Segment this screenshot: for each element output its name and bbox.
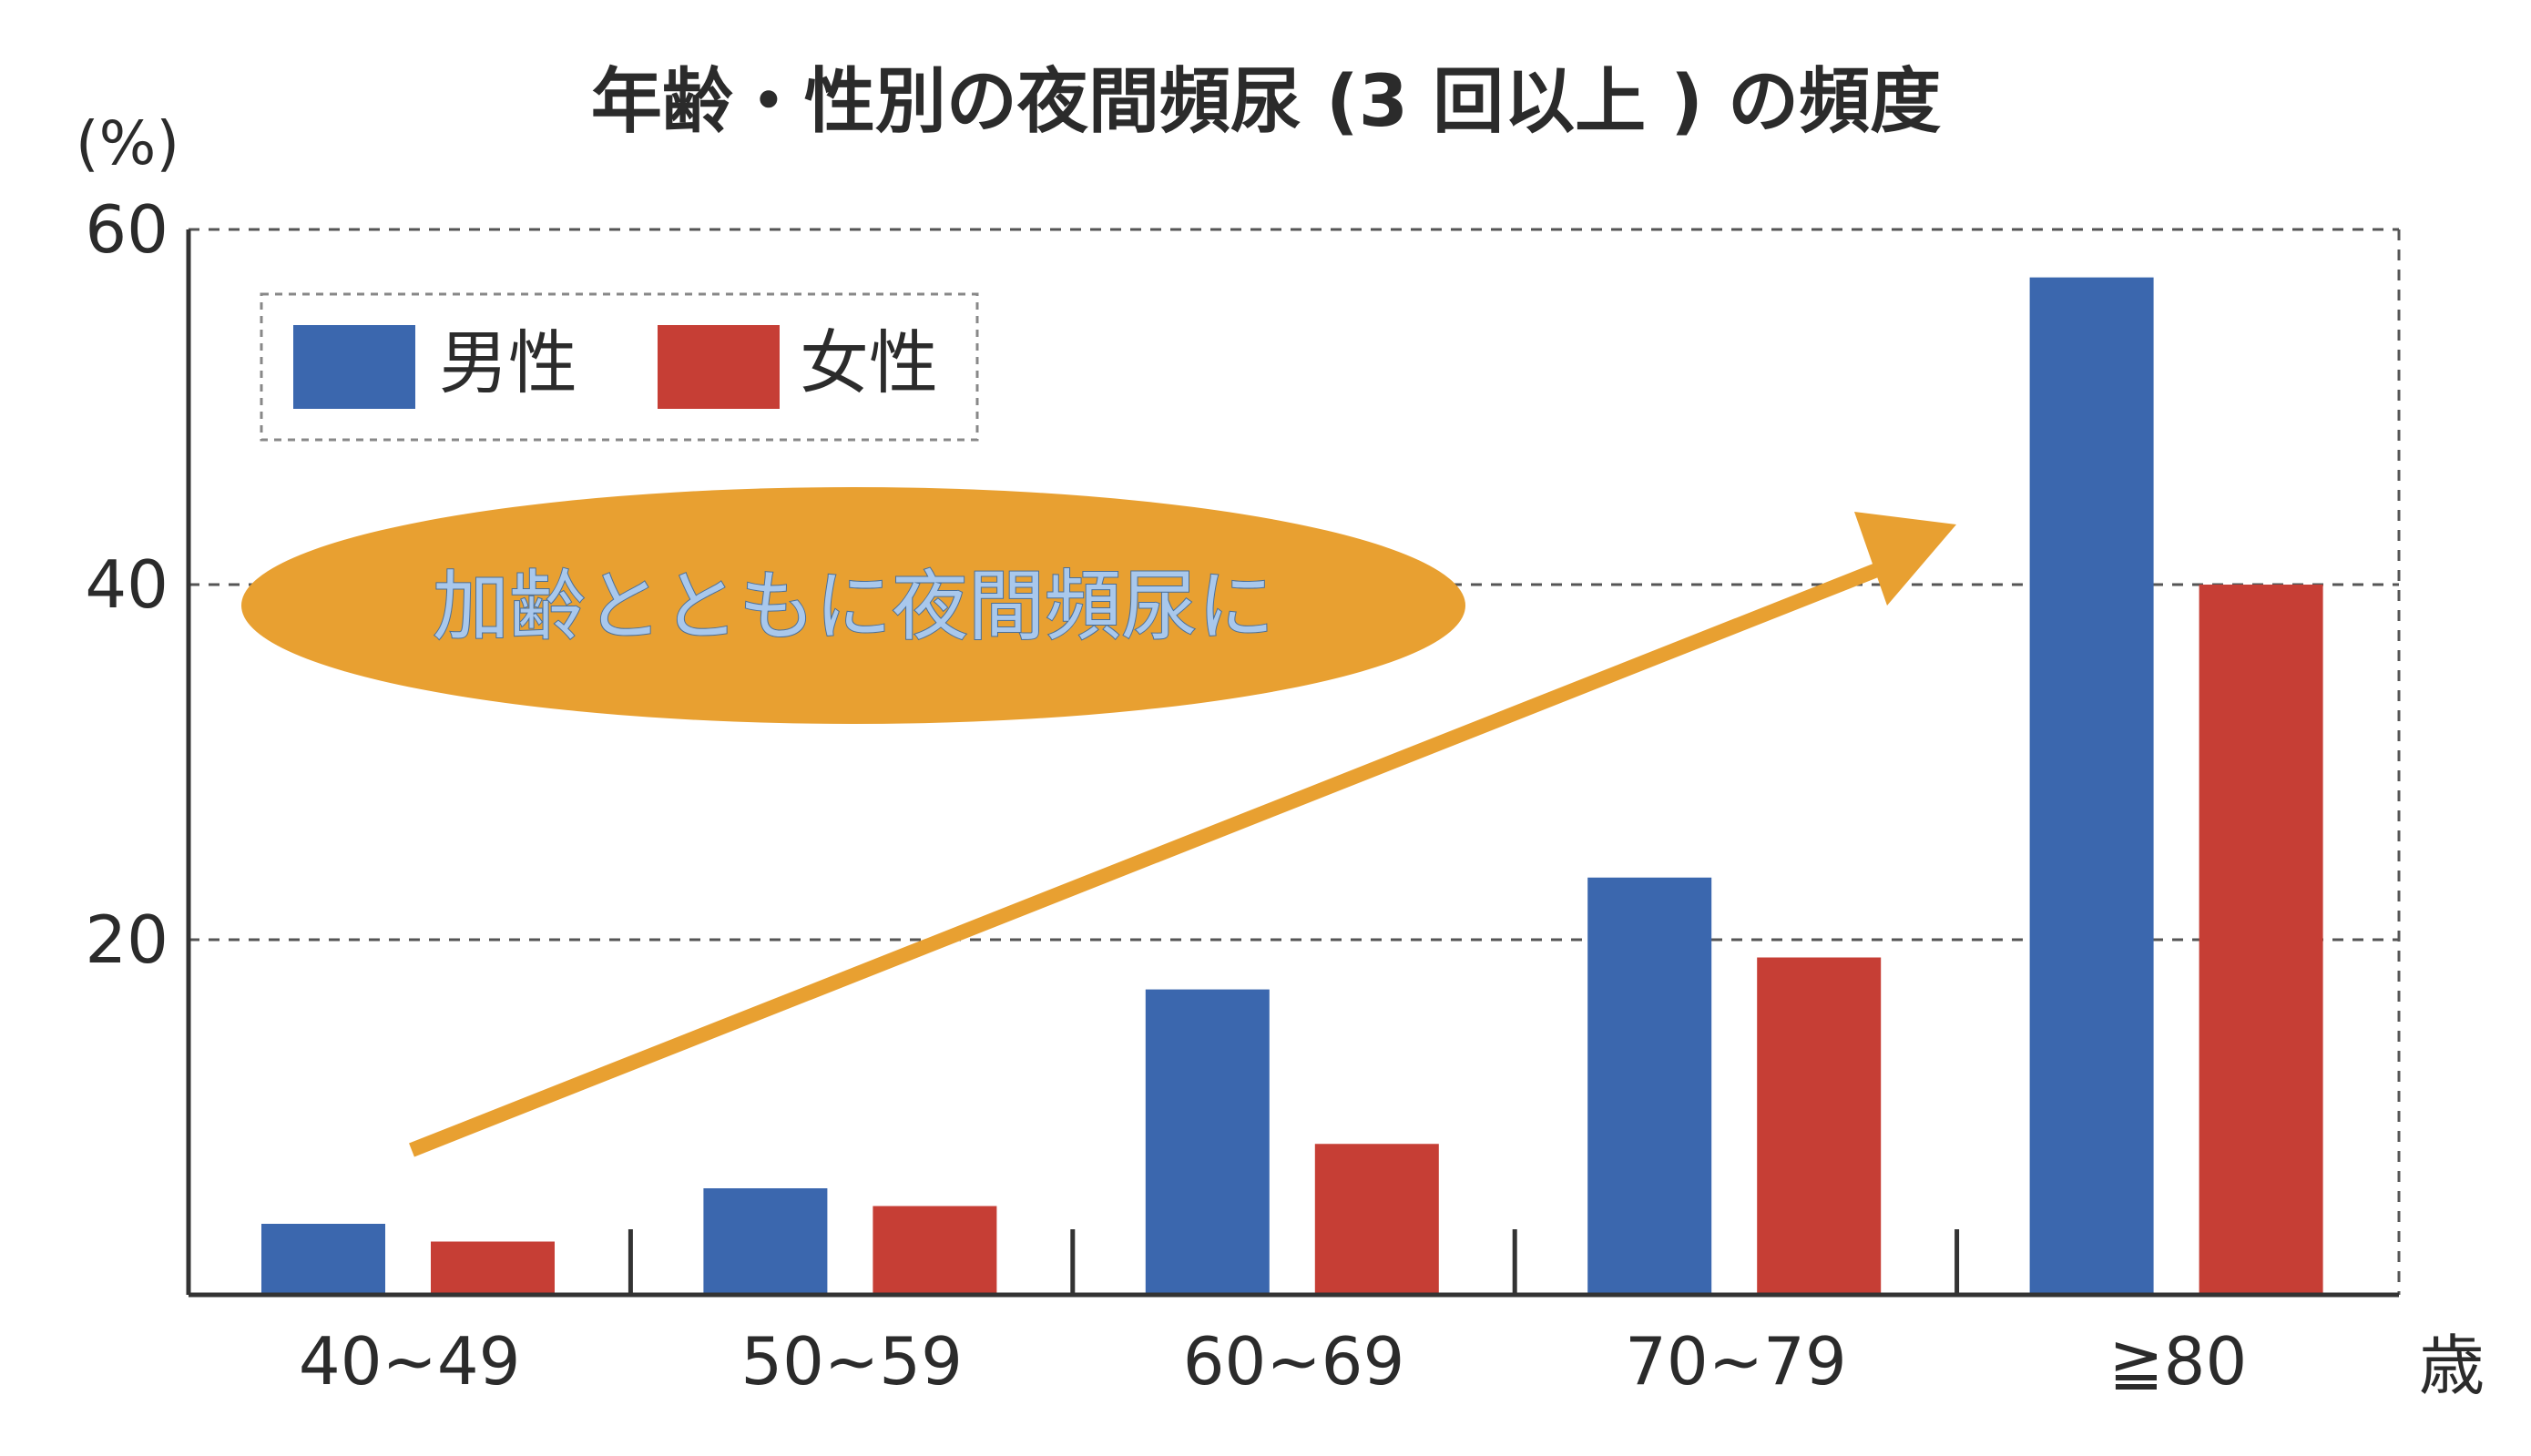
legend-swatch-female (658, 325, 780, 409)
callout-text: 加齢とともに夜間頻尿に (433, 562, 1274, 651)
category-label-0: 40~49 (299, 1323, 521, 1400)
callout-ellipse (241, 487, 1465, 724)
bar-male-2 (1145, 989, 1270, 1295)
bar-female-0 (431, 1241, 555, 1295)
bar-female-1 (873, 1206, 997, 1295)
category-label-1: 50~59 (740, 1323, 963, 1400)
trend-arrow-line (409, 554, 1903, 1157)
category-label-2: 60~69 (1183, 1323, 1405, 1400)
y-tick-label-40: 40 (85, 546, 168, 623)
bar-male-0 (261, 1224, 385, 1295)
axes (186, 229, 2399, 1298)
y-tick-label-20: 20 (85, 901, 168, 978)
chart-title: 年齢・性別の夜間頻尿 (3 回以上 ) の頻度 (591, 61, 1941, 143)
y-axis-unit: (%) (76, 108, 179, 178)
category-label-4: ≧80 (2108, 1323, 2247, 1400)
bar-female-2 (1314, 1144, 1439, 1295)
y-tick-label-60: 60 (85, 191, 168, 268)
legend-label-female: 女性 (800, 322, 938, 403)
legend: 男性 女性 (260, 292, 979, 442)
legend-label-male: 男性 (439, 322, 577, 403)
bar-female-3 (1757, 957, 1882, 1295)
trend-arrow-head (1854, 512, 1956, 606)
bar-female-4 (2199, 585, 2323, 1295)
bar-male-1 (703, 1188, 828, 1295)
bar-male-3 (1587, 877, 1712, 1295)
category-label-3: 70~79 (1625, 1323, 1847, 1400)
y-tick-labels: 20 40 60 (85, 191, 168, 978)
bars (261, 277, 2323, 1295)
legend-swatch-male (293, 325, 415, 409)
trend-arrow (409, 512, 1956, 1157)
trend-callout: 加齢とともに夜間頻尿に (241, 487, 1465, 724)
x-axis-unit: 歳 (2419, 1328, 2485, 1404)
legend-box (260, 292, 979, 442)
category-labels: 40~49 50~59 60~69 70~79 ≧80 (299, 1323, 2247, 1400)
bar-male-4 (2029, 277, 2154, 1295)
